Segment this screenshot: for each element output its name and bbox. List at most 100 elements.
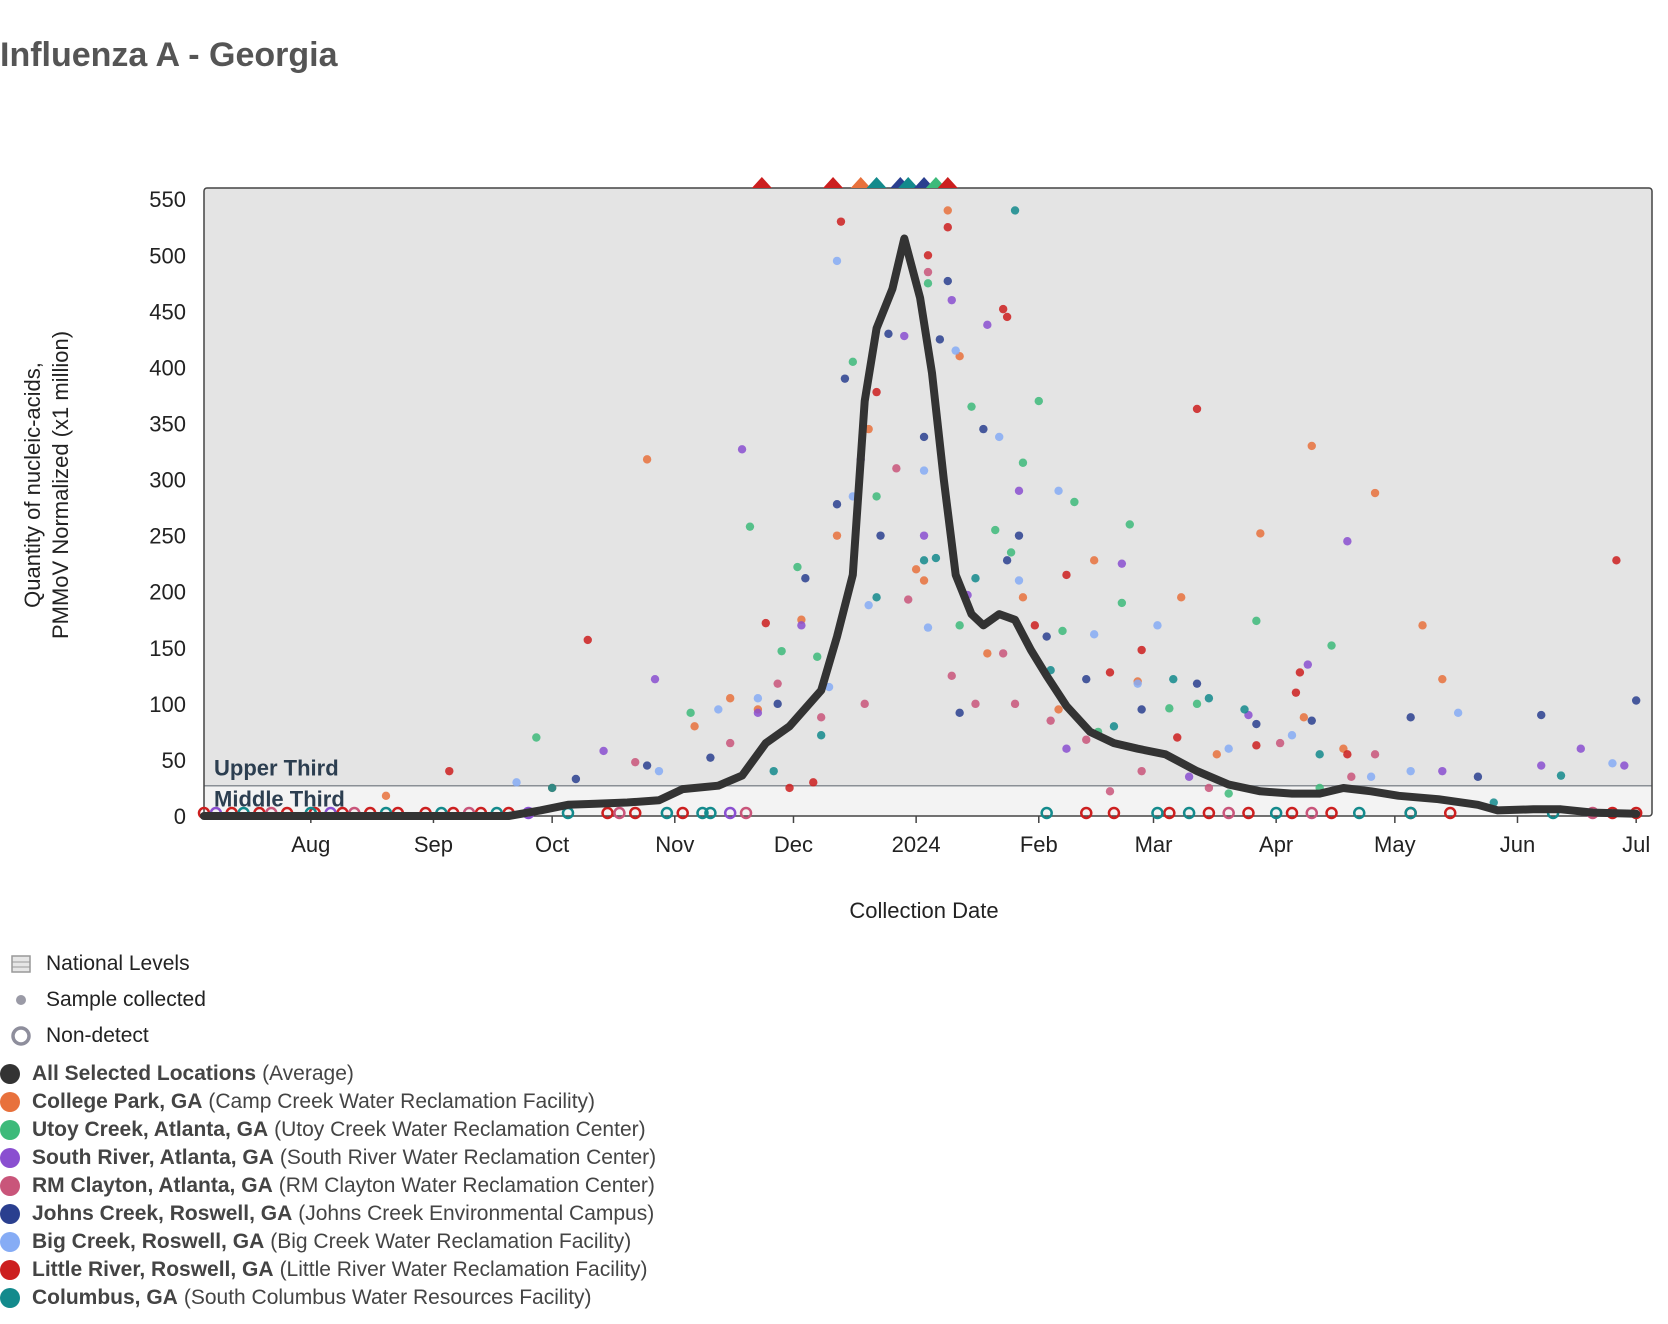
non-detect-marker — [1269, 806, 1283, 820]
sample-point — [967, 402, 976, 411]
sample-point — [785, 783, 794, 793]
sample-point — [1406, 766, 1415, 776]
sample-point — [1184, 772, 1194, 781]
x-tick-label: May — [1374, 832, 1416, 857]
sample-point — [753, 694, 763, 703]
sample-point — [642, 761, 652, 770]
sample-point — [872, 387, 881, 397]
x-tick-label: 2024 — [892, 832, 941, 857]
x-tick-label: Aug — [291, 832, 330, 857]
sample-point — [706, 753, 715, 762]
sample-point — [1018, 458, 1028, 467]
legend-label: National Levels — [46, 952, 190, 975]
sample-point — [1133, 679, 1142, 688]
legend-location-2[interactable]: Utoy Creek, Atlanta, GA (Utoy Creek Water… — [0, 1116, 656, 1144]
legend-location-7[interactable]: Little River, Roswell, GA (Little River W… — [0, 1256, 656, 1284]
sample-point — [1453, 708, 1463, 718]
sample-point — [1002, 312, 1012, 322]
sample-point — [761, 618, 770, 628]
sample-point — [1137, 705, 1146, 714]
sample-point — [1054, 486, 1063, 495]
legend-label: Sample collected — [46, 988, 206, 1011]
y-tick-label: 300 — [149, 468, 186, 493]
sample-point — [1240, 705, 1249, 714]
sample-point — [1204, 783, 1214, 793]
sample-point — [1252, 741, 1261, 750]
x-tick-label: Jul — [1622, 832, 1650, 857]
sample-point — [864, 600, 873, 610]
sample-point — [654, 766, 664, 776]
sample-point — [832, 531, 842, 540]
sample-point — [911, 565, 921, 574]
non-detect-marker — [676, 806, 689, 820]
location-facility: (Camp Creek Water Reclamation Facility) — [208, 1090, 596, 1113]
non-detect-marker — [723, 806, 737, 820]
sample-point — [1030, 621, 1040, 630]
sample-point — [1014, 531, 1024, 540]
sample-point — [840, 374, 850, 383]
sample-point — [793, 562, 802, 572]
sample-point — [892, 464, 901, 473]
y-axis: 0 50 100 150 200 250 300 350 400 450 500 550 — [149, 187, 186, 829]
sample-point — [923, 251, 933, 260]
sample-point — [445, 766, 454, 776]
legend-location-5[interactable]: Johns Creek, Roswell, GA (Johns Creek Env… — [0, 1200, 656, 1228]
y-tick-label: 400 — [149, 355, 186, 380]
sample-point — [983, 320, 992, 330]
sample-point — [1287, 731, 1297, 740]
y-axis-title: Quantity of nucleic-acids, PMMoV Normaliz… — [20, 331, 73, 639]
sample-point — [1089, 630, 1099, 639]
sample-point — [809, 778, 818, 787]
sample-point — [583, 635, 592, 645]
sample-point — [1204, 694, 1214, 703]
non-detect-marker — [1163, 806, 1176, 820]
location-facility: (RM Clayton Water Reclamation Center) — [278, 1174, 655, 1197]
non-detect-marker — [613, 806, 626, 820]
sample-point — [1295, 668, 1305, 677]
sample-point — [872, 492, 881, 501]
legend-static: National Levels Sample collected Non-det… — [6, 946, 206, 1054]
location-color-dot — [0, 1204, 20, 1224]
band-label-upper: Upper Third — [214, 756, 339, 781]
sample-point — [1010, 699, 1020, 709]
legend-location-8[interactable]: Columbus, GA (South Columbus Water Resour… — [0, 1284, 656, 1312]
non-detect-marker — [1182, 806, 1196, 820]
sample-point — [848, 357, 858, 367]
location-name: All Selected Locations — [32, 1062, 257, 1085]
non-detect-marker — [1242, 806, 1255, 820]
location-color-dot — [0, 1176, 20, 1196]
sample-point — [919, 531, 929, 540]
sample-point — [532, 733, 541, 742]
legend-location-6[interactable]: Big Creek, Roswell, GA (Big Creek Water R… — [0, 1228, 656, 1256]
location-facility: (Little River Water Reclamation Facility… — [279, 1258, 648, 1281]
location-facility: (Utoy Creek Water Reclamation Center) — [274, 1118, 646, 1141]
bands-layer: Upper Third Middle Third — [203, 187, 1653, 817]
sample-point — [745, 522, 755, 531]
legend-location-0[interactable]: All Selected Locations (Average) — [0, 1060, 656, 1088]
sample-point — [919, 432, 929, 442]
legend-location-3[interactable]: South River, Atlanta, GA (South River Wat… — [0, 1144, 656, 1172]
sample-point — [1315, 750, 1324, 759]
sample-point — [690, 722, 699, 731]
y-tick-label: 450 — [149, 299, 186, 324]
non-detect-marker — [696, 806, 709, 820]
sample-point — [919, 556, 929, 565]
sample-point — [773, 699, 782, 709]
location-color-dot — [0, 1092, 20, 1112]
legend-location-4[interactable]: RM Clayton, Atlanta, GA (RM Clayton Water… — [0, 1172, 656, 1200]
sample-point — [813, 652, 822, 661]
y-tick-label: 550 — [149, 187, 186, 212]
legend-location-1[interactable]: College Park, GA (Camp Creek Water Reclam… — [0, 1088, 656, 1116]
sample-point — [1153, 621, 1162, 630]
y-tick-label: 350 — [149, 412, 186, 437]
location-facility: (Johns Creek Environmental Campus) — [298, 1202, 655, 1225]
legend-non-detect[interactable]: Non-detect — [6, 1018, 206, 1054]
legend-sample-collected[interactable]: Sample collected — [6, 982, 206, 1018]
sample-point — [923, 623, 933, 632]
sample-point — [1062, 744, 1071, 753]
sample-point — [1307, 441, 1316, 451]
legend-national-levels[interactable]: National Levels — [6, 946, 206, 982]
sample-point — [1252, 719, 1261, 729]
sample-point — [1089, 556, 1099, 565]
sample-point — [1082, 735, 1091, 744]
